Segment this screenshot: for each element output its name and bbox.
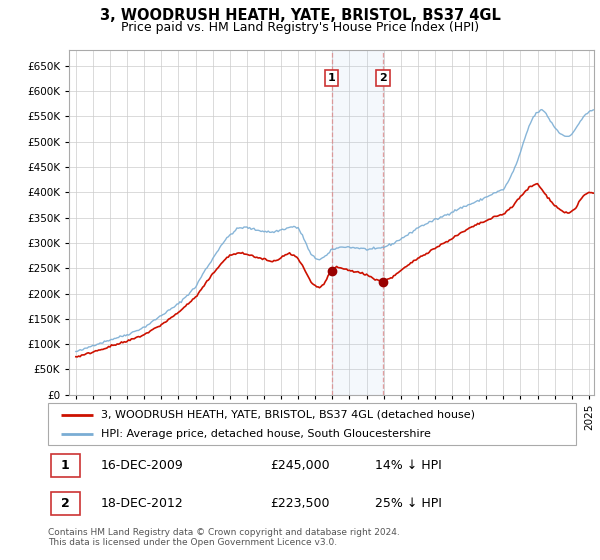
FancyBboxPatch shape	[50, 454, 80, 477]
Text: 2: 2	[379, 73, 387, 83]
Text: 14% ↓ HPI: 14% ↓ HPI	[376, 459, 442, 472]
Text: 1: 1	[61, 459, 70, 472]
Text: 1: 1	[328, 73, 335, 83]
Text: 18-DEC-2012: 18-DEC-2012	[101, 497, 184, 510]
Text: Price paid vs. HM Land Registry's House Price Index (HPI): Price paid vs. HM Land Registry's House …	[121, 21, 479, 34]
Text: 2: 2	[61, 497, 70, 510]
Text: Contains HM Land Registry data © Crown copyright and database right 2024.
This d: Contains HM Land Registry data © Crown c…	[48, 528, 400, 547]
Bar	[332, 50, 383, 395]
Text: £223,500: £223,500	[270, 497, 329, 510]
Text: £245,000: £245,000	[270, 459, 329, 472]
Text: 16-DEC-2009: 16-DEC-2009	[101, 459, 184, 472]
FancyBboxPatch shape	[48, 403, 576, 445]
Text: 25% ↓ HPI: 25% ↓ HPI	[376, 497, 442, 510]
Text: HPI: Average price, detached house, South Gloucestershire: HPI: Average price, detached house, Sout…	[101, 429, 431, 439]
FancyBboxPatch shape	[50, 492, 80, 515]
Text: 3, WOODRUSH HEATH, YATE, BRISTOL, BS37 4GL: 3, WOODRUSH HEATH, YATE, BRISTOL, BS37 4…	[100, 8, 500, 24]
Text: 3, WOODRUSH HEATH, YATE, BRISTOL, BS37 4GL (detached house): 3, WOODRUSH HEATH, YATE, BRISTOL, BS37 4…	[101, 409, 475, 419]
